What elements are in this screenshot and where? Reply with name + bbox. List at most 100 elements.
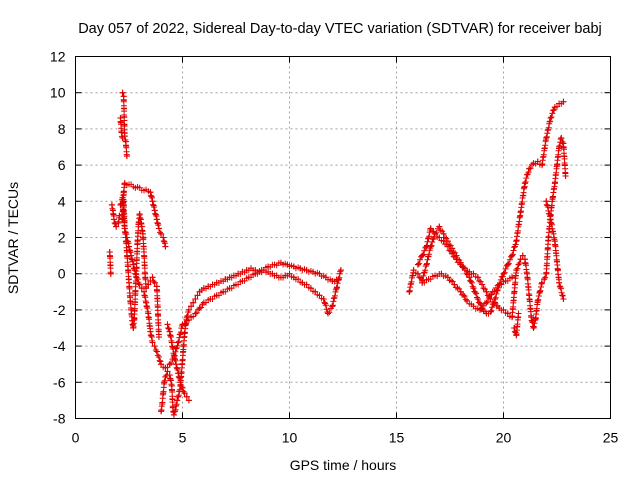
data-point [487, 296, 494, 303]
data-point [166, 328, 173, 335]
data-point [453, 256, 460, 263]
data-point [489, 288, 496, 295]
data-point [149, 198, 156, 205]
data-point [160, 390, 167, 397]
data-point [545, 234, 552, 241]
data-point [123, 248, 130, 255]
data-point [551, 238, 558, 245]
data-point [185, 306, 192, 313]
data-point [116, 212, 123, 219]
data-point-markers [106, 89, 569, 418]
data-point [122, 138, 129, 145]
data-point [329, 277, 336, 284]
data-point [139, 230, 146, 237]
data-point [162, 364, 169, 371]
data-point [168, 339, 175, 346]
data-point [192, 296, 199, 303]
chart-title: Day 057 of 2022, Sidereal Day-to-day VTE… [78, 21, 602, 37]
data-point [140, 288, 147, 295]
data-point [196, 305, 203, 312]
data-point [539, 279, 546, 286]
data-point [562, 172, 569, 179]
data-point [142, 270, 149, 277]
data-point [419, 252, 426, 259]
data-point [109, 207, 116, 214]
data-point [190, 299, 197, 306]
x-axis-label: GPS time / hours [290, 457, 397, 473]
data-point [513, 238, 520, 245]
data-point [107, 270, 114, 277]
data-point [322, 274, 329, 281]
data-point [209, 281, 216, 288]
data-point [556, 100, 563, 107]
data-point [151, 343, 158, 350]
data-point [130, 325, 137, 331]
data-point [539, 162, 546, 169]
data-point [252, 270, 259, 277]
data-point [245, 274, 252, 281]
data-point [534, 297, 541, 304]
data-point [483, 310, 490, 317]
data-point [113, 223, 120, 230]
data-point [134, 238, 141, 245]
data-point [556, 144, 563, 150]
data-point [213, 292, 220, 299]
data-point [496, 305, 503, 312]
data-point [138, 223, 145, 230]
data-point [170, 352, 177, 359]
data-point [325, 310, 332, 317]
data-point [131, 315, 138, 322]
data-point [556, 279, 563, 286]
data-point [149, 339, 156, 346]
data-point [496, 281, 503, 288]
data-point [175, 393, 182, 400]
data-point [483, 288, 490, 295]
data-points [106, 89, 569, 418]
data-point [479, 281, 486, 288]
y-tick-label: 0 [58, 266, 66, 282]
data-point [554, 162, 560, 169]
data-point [528, 314, 535, 321]
data-point [151, 279, 158, 286]
data-point [532, 315, 539, 322]
data-point [173, 402, 180, 409]
data-point [145, 281, 152, 288]
data-point [440, 238, 447, 245]
data-point [277, 259, 284, 266]
data-point [149, 274, 156, 281]
data-point [166, 361, 173, 368]
data-point [560, 140, 567, 147]
data-point [541, 276, 548, 283]
data-point [226, 274, 233, 281]
data-point [153, 348, 160, 355]
data-point [158, 408, 165, 415]
data-point [179, 357, 186, 364]
data-point [121, 133, 128, 140]
data-point [166, 372, 173, 379]
data-point [543, 270, 550, 277]
data-point [406, 288, 413, 295]
data-point [134, 276, 141, 283]
data-point [419, 279, 426, 286]
data-point [121, 180, 128, 187]
data-point [440, 230, 447, 237]
data-point [521, 256, 528, 263]
data-point [153, 216, 160, 223]
data-point [303, 281, 310, 288]
data-point [151, 207, 158, 214]
data-point [136, 210, 143, 217]
data-point [200, 299, 207, 306]
data-point [290, 263, 297, 270]
data-point [423, 243, 430, 250]
data-point [449, 250, 456, 257]
data-point [297, 265, 304, 272]
data-point [286, 270, 293, 277]
y-tick-label: -4 [53, 338, 66, 354]
data-point [316, 292, 323, 299]
data-point [273, 272, 280, 279]
data-point [483, 299, 490, 306]
data-point [530, 325, 537, 331]
data-point [466, 274, 473, 281]
data-point [295, 276, 302, 283]
